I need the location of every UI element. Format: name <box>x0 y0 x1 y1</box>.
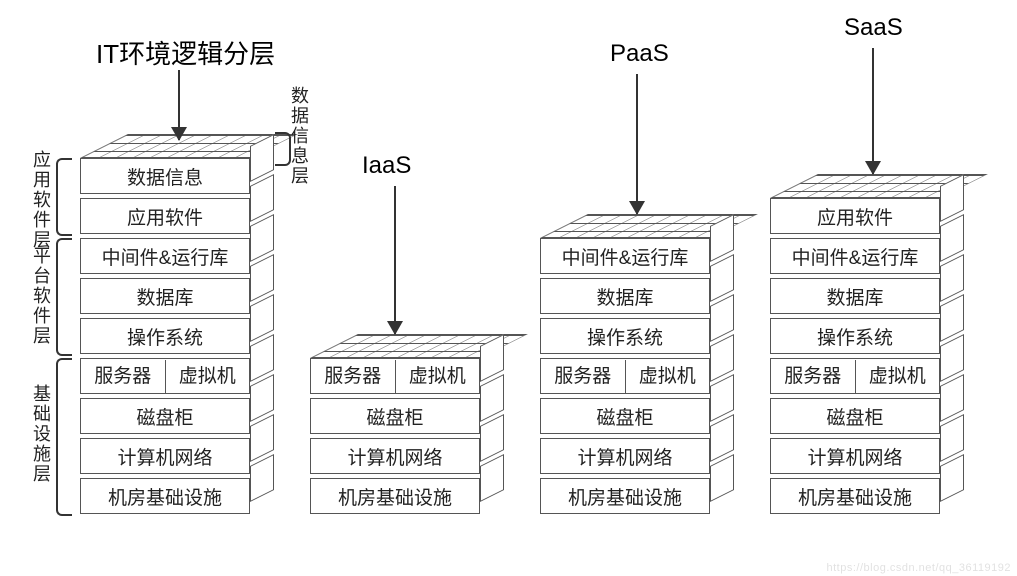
brace-icon <box>56 358 72 516</box>
brace-icon <box>56 158 72 236</box>
layer-label: 操作系统 <box>80 318 250 354</box>
layer-label: 中间件&运行库 <box>80 238 250 274</box>
layer-label: 服务器虚拟机 <box>770 358 940 394</box>
layer-label: 服务器虚拟机 <box>80 358 250 394</box>
layer-box: 数据库 <box>770 278 940 314</box>
layer-box: 磁盘柜 <box>310 398 480 434</box>
layer-label: 机房基础设施 <box>770 478 940 514</box>
stack-title-saas: SaaS <box>844 14 903 42</box>
layer-label: 数据信息 <box>80 158 250 194</box>
layer-label: 操作系统 <box>770 318 940 354</box>
layer-box: 计算机网络 <box>310 438 480 474</box>
layer-box: 机房基础设施 <box>80 478 250 514</box>
layer-box: 计算机网络 <box>770 438 940 474</box>
layer-label: 操作系统 <box>540 318 710 354</box>
layer-sublabel: 虚拟机 <box>396 360 480 393</box>
layer-box: 服务器虚拟机 <box>80 358 250 394</box>
layer-label: 数据库 <box>80 278 250 314</box>
layer-box: 磁盘柜 <box>80 398 250 434</box>
category-label: 平台软件层 <box>28 246 54 346</box>
layer-box: 机房基础设施 <box>770 478 940 514</box>
layer-box: 磁盘柜 <box>540 398 710 434</box>
layer-box: 计算机网络 <box>80 438 250 474</box>
layer-label: 磁盘柜 <box>80 398 250 434</box>
layer-sublabel: 虚拟机 <box>856 360 940 393</box>
layer-label: 计算机网络 <box>540 438 710 474</box>
layer-label: 计算机网络 <box>770 438 940 474</box>
layer-label: 应用软件 <box>80 198 250 234</box>
layer-label: 机房基础设施 <box>310 478 480 514</box>
stack-it: 数据信息应用软件中间件&运行库数据库操作系统服务器虚拟机磁盘柜计算机网络机房基础… <box>80 158 250 518</box>
layer-box: 机房基础设施 <box>310 478 480 514</box>
layer-box: 服务器虚拟机 <box>540 358 710 394</box>
stack-iaas: 服务器虚拟机磁盘柜计算机网络机房基础设施 <box>310 358 480 518</box>
layer-box: 中间件&运行库 <box>770 238 940 274</box>
layer-label: 数据库 <box>770 278 940 314</box>
layer-box: 中间件&运行库 <box>80 238 250 274</box>
brace-icon <box>275 132 291 166</box>
layer-label: 计算机网络 <box>310 438 480 474</box>
layer-box: 服务器虚拟机 <box>770 358 940 394</box>
layer-box: 数据库 <box>80 278 250 314</box>
cloud-layer-diagram: 数据信息应用软件中间件&运行库数据库操作系统服务器虚拟机磁盘柜计算机网络机房基础… <box>0 0 1017 576</box>
layer-label: 中间件&运行库 <box>770 238 940 274</box>
layer-sublabel: 服务器 <box>771 360 856 393</box>
side-face <box>940 454 964 502</box>
stack-title-paas: PaaS <box>610 40 669 68</box>
arrow-down-icon <box>394 186 396 334</box>
layer-sublabel: 服务器 <box>541 360 626 393</box>
layer-box: 数据库 <box>540 278 710 314</box>
stack-title-iaas: IaaS <box>362 152 411 180</box>
side-face <box>250 454 274 502</box>
layer-box: 数据信息 <box>80 158 250 194</box>
layer-box: 操作系统 <box>770 318 940 354</box>
stack-paas: 中间件&运行库数据库操作系统服务器虚拟机磁盘柜计算机网络机房基础设施 <box>540 238 710 518</box>
stack-title-it: IT环境逻辑分层 <box>96 34 275 71</box>
arrow-down-icon <box>872 48 874 174</box>
layer-box: 操作系统 <box>540 318 710 354</box>
category-label: 基础设施层 <box>28 384 54 484</box>
side-face <box>710 454 734 502</box>
layer-box: 机房基础设施 <box>540 478 710 514</box>
layer-label: 磁盘柜 <box>540 398 710 434</box>
layer-box: 中间件&运行库 <box>540 238 710 274</box>
layer-label: 中间件&运行库 <box>540 238 710 274</box>
stack-saas: 应用软件中间件&运行库数据库操作系统服务器虚拟机磁盘柜计算机网络机房基础设施 <box>770 198 940 518</box>
layer-label: 数据库 <box>540 278 710 314</box>
layer-box: 计算机网络 <box>540 438 710 474</box>
layer-label: 计算机网络 <box>80 438 250 474</box>
arrow-down-icon <box>636 74 638 214</box>
layer-box: 服务器虚拟机 <box>310 358 480 394</box>
layer-sublabel: 虚拟机 <box>166 360 250 393</box>
layer-label: 机房基础设施 <box>80 478 250 514</box>
layer-box: 应用软件 <box>80 198 250 234</box>
layer-box: 磁盘柜 <box>770 398 940 434</box>
layer-label: 磁盘柜 <box>310 398 480 434</box>
layer-sublabel: 服务器 <box>311 360 396 393</box>
layer-box: 操作系统 <box>80 318 250 354</box>
layer-label: 磁盘柜 <box>770 398 940 434</box>
brace-icon <box>56 238 72 356</box>
layer-label: 机房基础设施 <box>540 478 710 514</box>
category-label: 应用软件层 <box>28 150 54 250</box>
side-face <box>480 454 504 502</box>
arrow-down-icon <box>178 70 180 140</box>
layer-label: 服务器虚拟机 <box>310 358 480 394</box>
layer-sublabel: 虚拟机 <box>626 360 710 393</box>
watermark-text: https://blog.csdn.net/qq_36119192 <box>827 562 1012 574</box>
layer-box: 应用软件 <box>770 198 940 234</box>
layer-sublabel: 服务器 <box>81 360 166 393</box>
layer-label: 服务器虚拟机 <box>540 358 710 394</box>
layer-label: 应用软件 <box>770 198 940 234</box>
